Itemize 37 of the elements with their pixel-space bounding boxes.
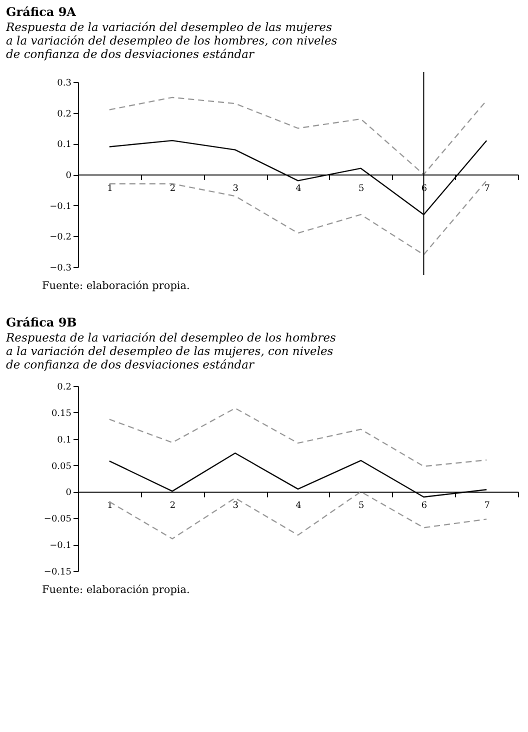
- line-series: [108, 408, 488, 467]
- y-tick-label: 0: [66, 171, 72, 181]
- chart-title: Gráfica 9B: [6, 316, 77, 330]
- x-tick-label: 5: [358, 184, 364, 194]
- x-tick-label: 6: [421, 501, 428, 512]
- x-tick-label: 3: [232, 184, 239, 194]
- x-tick-label: 4: [296, 501, 302, 512]
- source-note: Fuente: elaboración propia.: [42, 584, 190, 596]
- x-tick-label: 1: [107, 184, 113, 194]
- y-tick-label: −0.2: [50, 232, 72, 243]
- y-tick-label: 0.05: [51, 462, 72, 472]
- x-tick-label: 7: [484, 184, 490, 194]
- y-tick-label: −0.05: [44, 514, 72, 525]
- y-tick-label: −0.3: [50, 264, 72, 274]
- y-tick-label: −0.1: [50, 541, 72, 552]
- y-tick-label: 0.2: [57, 109, 72, 120]
- line-series: [108, 96, 488, 176]
- line-series: [108, 180, 488, 256]
- y-tick-label: −0.1: [50, 202, 72, 212]
- x-tick-label: 5: [358, 501, 364, 512]
- y-tick-label: 0.1: [57, 140, 72, 150]
- x-tick-label: 2: [170, 184, 176, 194]
- x-tick-label: 3: [232, 501, 239, 512]
- y-tick-label: 0.3: [57, 78, 72, 88]
- x-tick-label: 4: [296, 184, 302, 194]
- chart-subtitle: Respuesta de la variación del desempleo de las mujeres a la variación del desempleo de los hombres, con niveles de confianza de dos desviaciones estándar: [5, 20, 338, 61]
- chart-subtitle: Respuesta de la variación del desempleo de los hombres a la variación del desempleo de las mujeres, con niveles de confianza de dos desviaciones estándar: [5, 330, 336, 372]
- y-tick-label: 0: [66, 488, 72, 498]
- source-note: Fuente: elaboración propia.: [42, 280, 190, 292]
- x-tick-label: 7: [484, 501, 490, 512]
- chart-title: Gráfica 9A: [6, 5, 77, 19]
- line-series: [108, 491, 488, 540]
- y-tick-label: −0.15: [44, 568, 72, 578]
- y-tick-label: 0.15: [51, 408, 72, 419]
- y-tick-label: 0.2: [57, 382, 72, 392]
- x-tick-label: 2: [170, 501, 176, 512]
- y-tick-label: 0.1: [57, 435, 72, 446]
